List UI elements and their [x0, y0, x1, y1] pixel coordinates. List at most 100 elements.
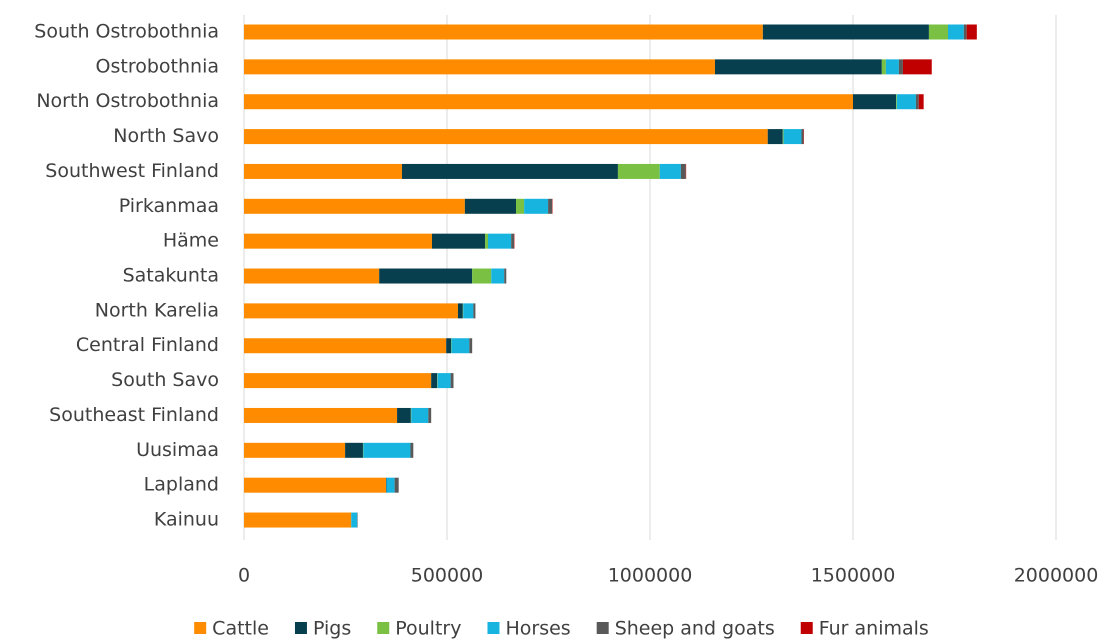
- bar-segment: [516, 198, 525, 214]
- bar-segment: [457, 303, 463, 319]
- bar-segment: [881, 59, 886, 75]
- legend-label: Cattle: [212, 618, 269, 640]
- bar-segment: [488, 233, 512, 249]
- bar-segment: [450, 373, 454, 389]
- bar-segment: [463, 303, 474, 319]
- bar-segment: [244, 407, 398, 423]
- x-tick-label: 1500000: [811, 565, 896, 587]
- bar-segment: [885, 59, 899, 75]
- bar-segment: [379, 268, 473, 284]
- y-tick-label: Lapland: [144, 474, 219, 496]
- bar-segment: [244, 373, 432, 389]
- y-tick-label: Häme: [163, 230, 219, 252]
- bar-segment: [469, 338, 473, 354]
- bar-segment: [762, 24, 929, 40]
- legend-label: Pigs: [313, 618, 351, 640]
- legend-swatch: [377, 622, 390, 634]
- y-tick-label: North Ostrobothnia: [36, 90, 219, 112]
- bar-segment: [948, 24, 964, 40]
- bar-segment: [244, 163, 402, 179]
- bar-segment: [244, 512, 352, 528]
- y-tick-label: North Savo: [113, 125, 219, 147]
- y-tick-label: Southeast Finland: [49, 404, 219, 426]
- bar-segment: [244, 24, 763, 40]
- legend-swatch: [487, 622, 500, 634]
- legend-swatch: [596, 622, 609, 634]
- bar-segment: [428, 407, 432, 423]
- bar-segment: [915, 94, 919, 110]
- y-tick-label: Pirkanmaa: [119, 195, 219, 217]
- bar-segment: [524, 198, 549, 214]
- bar-segment: [363, 442, 411, 458]
- bar-segment: [473, 303, 476, 319]
- x-tick-label: 1000000: [608, 565, 693, 587]
- y-tick-label: South Ostrobothnia: [34, 21, 219, 43]
- bar-segment: [411, 407, 429, 423]
- bar-segment: [511, 233, 514, 249]
- bar-segment: [386, 477, 395, 493]
- x-tick-label: 500000: [411, 565, 484, 587]
- legend-label: Poultry: [395, 618, 461, 640]
- bar-segment: [783, 129, 802, 145]
- legend-label: Horses: [505, 618, 570, 640]
- y-tick-label: Uusimaa: [136, 439, 219, 461]
- bar-segment: [714, 59, 882, 75]
- bar-segment: [928, 24, 949, 40]
- bar-segment: [451, 338, 470, 354]
- bar-segment: [244, 268, 380, 284]
- bar-segment: [431, 373, 438, 389]
- bar-segment: [244, 59, 715, 75]
- bar-segment: [244, 442, 346, 458]
- y-tick-label: Central Finland: [76, 334, 219, 356]
- bar-segment: [394, 477, 399, 493]
- bar-segment: [464, 198, 517, 214]
- bar-segment: [898, 59, 903, 75]
- bar-segment: [244, 303, 458, 319]
- bar-segment: [680, 163, 686, 179]
- bar-segment: [782, 129, 784, 145]
- y-tick-label: South Savo: [111, 369, 219, 391]
- bar-segment: [244, 477, 387, 493]
- legend-label: Sheep and goats: [615, 618, 775, 640]
- y-tick-label: Ostrobothnia: [96, 55, 219, 77]
- bar-segment: [896, 94, 897, 110]
- bar-segment: [351, 512, 358, 528]
- bar-segment: [853, 94, 897, 110]
- legend-swatch: [194, 622, 207, 634]
- bar-segment: [896, 94, 916, 110]
- x-tick-label: 2000000: [1014, 565, 1099, 587]
- y-tick-label: North Karelia: [95, 299, 219, 321]
- y-tick-label: Southwest Finland: [45, 160, 219, 182]
- bar-segment: [963, 24, 967, 40]
- bar-segment: [446, 338, 452, 354]
- bar-segment: [504, 268, 507, 284]
- bar-segment: [491, 268, 505, 284]
- legend-label: Fur animals: [819, 618, 929, 640]
- bar-segment: [345, 442, 363, 458]
- bar-segment: [244, 338, 447, 354]
- bar-segment: [902, 59, 932, 75]
- bar-segment: [548, 198, 553, 214]
- y-tick-label: Kainuu: [154, 509, 219, 531]
- bar-segment: [244, 233, 432, 249]
- bar-segment: [767, 129, 783, 145]
- legend-swatch: [800, 622, 813, 634]
- bar-segment: [397, 407, 411, 423]
- bar-segment: [244, 129, 768, 145]
- x-tick-label: 0: [238, 565, 250, 587]
- bar-segment: [966, 24, 977, 40]
- bar-segment: [617, 163, 660, 179]
- bar-segment: [801, 129, 804, 145]
- bar-segment: [401, 163, 618, 179]
- bar-segment: [244, 198, 465, 214]
- bar-segment: [659, 163, 681, 179]
- legend-swatch: [294, 622, 307, 634]
- bar-segment: [485, 233, 489, 249]
- bar-segment: [437, 373, 451, 389]
- bar-segment: [410, 442, 414, 458]
- y-tick-label: Satakunta: [123, 265, 219, 287]
- bar-segment: [472, 268, 492, 284]
- bar-segment: [431, 233, 486, 249]
- bar-segment: [918, 94, 924, 110]
